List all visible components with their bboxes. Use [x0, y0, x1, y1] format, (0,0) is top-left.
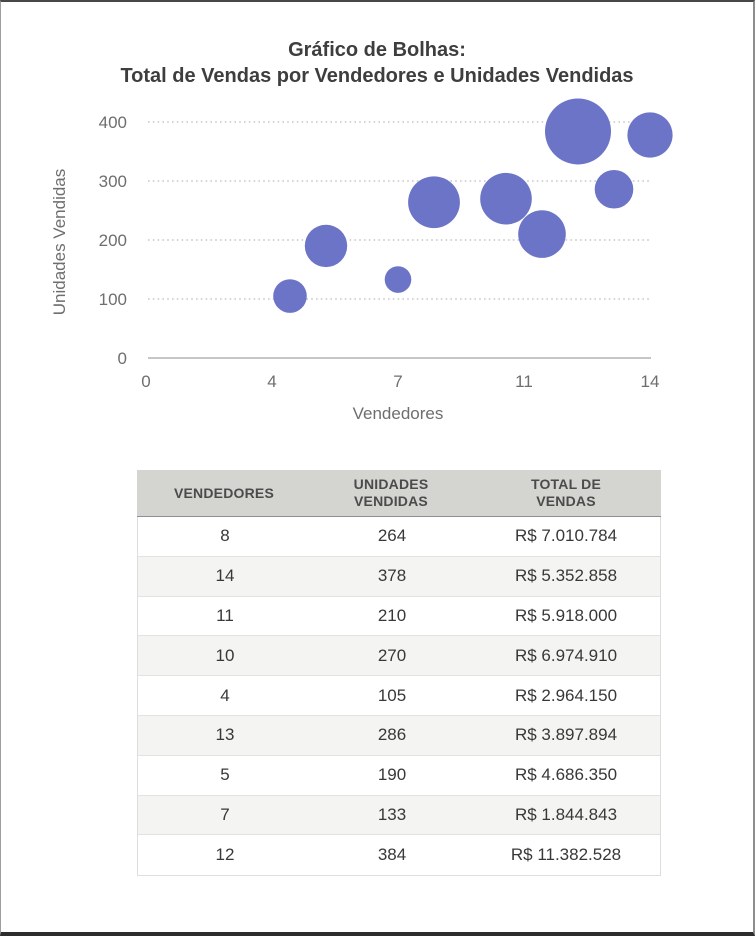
table-cell: 11: [216, 605, 234, 625]
table-cell: R$ 3.897.894: [514, 725, 618, 745]
table-cell: R$ 5.352.858: [514, 566, 618, 586]
x-axis-title: Vendedores: [353, 404, 444, 423]
table-cell: 13: [215, 725, 235, 745]
chart-title-line2: Total de Vendas por Vendedores e Unidade…: [120, 65, 634, 87]
table-cell: R$ 7.010.784: [514, 526, 618, 546]
table-cell: 264: [377, 526, 407, 546]
table-row: 10 270 R$ 6.974.910: [138, 636, 660, 677]
table-row: 7 133 R$ 1.844.843: [138, 795, 660, 836]
bubble: [273, 279, 307, 313]
sales-table: VENDEDORES UNIDADES VENDIDAS TOTAL DE VEND…: [137, 470, 661, 877]
table-cell: R$ 6.974.910: [514, 645, 618, 665]
x-tick-label: 7: [393, 372, 402, 391]
bubble-plot: 0 100 200 300 400 0 4 7 11 14 Unidades Vendidas Ven…: [50, 98, 673, 423]
table-cell: R$ 1.844.843: [514, 804, 618, 824]
table-cell: 10: [215, 645, 235, 665]
table-header-cell: TOTAL DE VENDAS: [530, 476, 602, 509]
bubble: [480, 172, 532, 225]
table-cell: 133: [377, 804, 407, 824]
table-cell: 5: [220, 765, 230, 785]
table-cell: R$ 2.964.150: [514, 685, 618, 705]
table-cell: 12: [215, 845, 235, 865]
y-tick-label: 400: [99, 113, 127, 132]
x-tick-label: 0: [141, 372, 150, 391]
table-row: 5 190 R$ 4.686.350: [138, 755, 660, 796]
table-row: 13 286 R$ 3.897.894: [138, 715, 660, 756]
table-header-cell: UNIDADES VENDIDAS: [353, 476, 429, 509]
table-row: 14 378 R$ 5.352.858: [138, 556, 660, 597]
table-cell: 4: [220, 685, 230, 705]
y-tick-label: 100: [99, 290, 127, 309]
table-cell: 190: [377, 765, 407, 785]
table-cell: R$ 11.382.528: [510, 845, 622, 865]
table-header-row: VENDEDORES UNIDADES VENDIDAS TOTAL DE VEND…: [137, 470, 661, 517]
y-axis-title: Unidades Vendidas: [50, 169, 69, 316]
bubble: [627, 112, 673, 158]
chart-title-line1: Gráfico de Bolhas:: [288, 39, 466, 61]
table-cell: 7: [220, 804, 230, 824]
table-cell: 210: [377, 605, 407, 625]
table-cell: 270: [377, 645, 407, 665]
x-tick-label: 14: [641, 372, 660, 391]
table-cell: 14: [215, 566, 235, 586]
bubble: [518, 210, 566, 258]
table-row: 12 384 R$ 11.382.528: [138, 835, 660, 876]
table-row: 8 264 R$ 7.010.784: [138, 517, 660, 557]
chart-title: Gráfico de Bolhas: Total de Vendas por V…: [1, 37, 753, 89]
bubble: [594, 169, 634, 209]
table-row: 4 105 R$ 2.964.150: [138, 676, 660, 716]
x-tick-label: 4: [267, 372, 276, 391]
table-cell: 105: [377, 685, 407, 705]
x-tick-labels: 0 4 7 11 14: [141, 372, 659, 391]
y-tick-label: 0: [118, 349, 127, 368]
table-header-cell: VENDEDORES: [173, 484, 275, 501]
y-tick-label: 200: [99, 231, 127, 250]
table-cell: R$ 5.918.000: [514, 605, 618, 625]
bubble: [408, 176, 460, 229]
bubble: [384, 266, 412, 293]
y-tick-label: 300: [99, 172, 127, 191]
table-cell: R$ 4.686.350: [514, 765, 618, 785]
bubble: [545, 98, 611, 165]
table-cell: 8: [220, 526, 230, 546]
table-body: 8 264 R$ 7.010.784 14 378 R$ 5.352.858 11 210 R$…: [137, 517, 661, 877]
table-cell: 286: [377, 725, 407, 745]
table-cell: 384: [377, 845, 407, 865]
x-tick-label: 11: [515, 372, 533, 391]
bubble: [304, 224, 348, 268]
bubbles: [273, 98, 673, 313]
table-cell: 378: [377, 566, 407, 586]
table-row: 11 210 R$ 5.918.000: [138, 596, 660, 637]
y-tick-labels: 0 100 200 300 400: [99, 113, 127, 368]
